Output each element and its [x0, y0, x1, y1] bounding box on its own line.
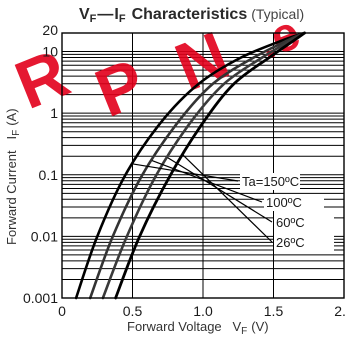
- series-line-0: [74, 31, 306, 300]
- grid: [62, 33, 344, 298]
- legend: Ta=150ºC 100ºC 60ºC 26ºC: [132, 154, 334, 251]
- tick-labels: 0 0.5 1.0 1.5 2.0 0.001 0.01 0.1 1 10 20: [23, 22, 345, 319]
- legend-label-bg: [274, 214, 334, 231]
- y-tick-label: 0.001: [23, 290, 58, 306]
- legend-label-bg: [264, 194, 324, 211]
- curves: [74, 31, 306, 300]
- legend-label-3: 26ºC: [276, 235, 305, 250]
- legend-leader-3: [182, 154, 273, 243]
- legend-label-1: 100ºC: [266, 195, 302, 210]
- y-tick-label: 10: [42, 44, 58, 60]
- y-tick-label: 1: [50, 105, 58, 121]
- y-tick-label: 0.1: [39, 167, 59, 183]
- legend-label-bg: [274, 234, 334, 251]
- x-tick-label: 1.0: [193, 303, 213, 319]
- legend-label-bg: [240, 173, 300, 190]
- y-axis-title: Forward Current IF(A): [4, 108, 22, 245]
- series-line-3: [114, 31, 306, 300]
- legend-leader-0: [132, 163, 239, 182]
- plot-frame: [61, 32, 345, 299]
- x-tick-label: 1.5: [264, 303, 284, 319]
- x-axis-title: Forward Voltage VF (V): [127, 319, 269, 337]
- legend-leader-2: [167, 157, 273, 223]
- series-line-2: [101, 31, 306, 300]
- legend-label-2: 60ºC: [276, 215, 305, 230]
- x-tick-label: 2.0: [334, 303, 345, 319]
- y-tick-label: 0.01: [31, 228, 58, 244]
- x-tick-label: 0.5: [123, 303, 143, 319]
- x-tick-label: 0: [58, 303, 66, 319]
- chart-title: VF—IF Characteristics (Typical): [79, 6, 304, 25]
- y-tick-label: 20: [42, 22, 58, 38]
- legend-label-0: Ta=150ºC: [242, 174, 299, 189]
- series-line-1: [88, 31, 306, 300]
